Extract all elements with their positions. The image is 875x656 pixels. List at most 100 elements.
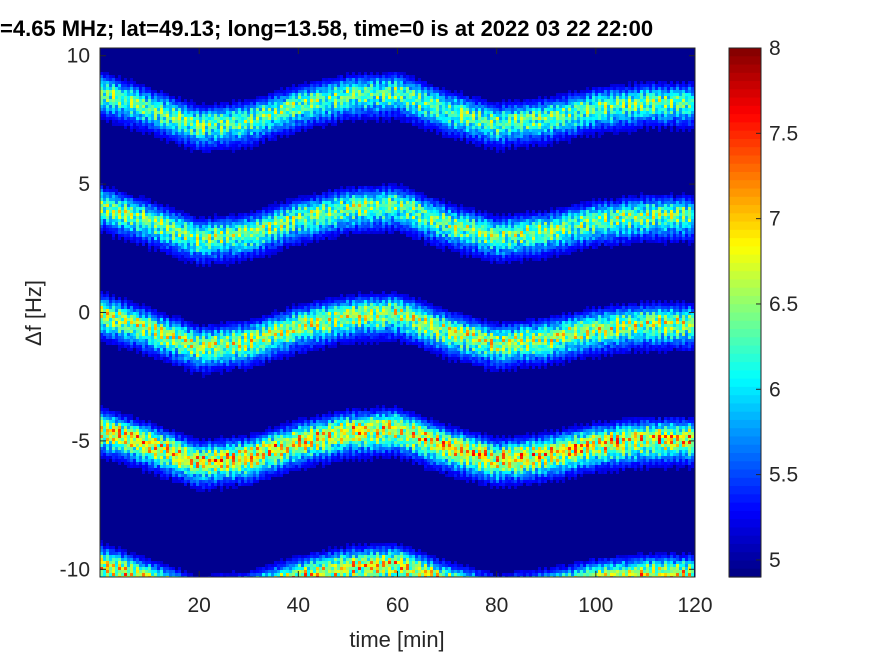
heatmap-cell bbox=[253, 324, 256, 327]
heatmap-cell bbox=[181, 342, 184, 345]
heatmap-cell bbox=[184, 219, 187, 222]
heatmap-cell bbox=[184, 348, 187, 351]
heatmap-cell bbox=[175, 117, 178, 120]
heatmap-cell bbox=[265, 435, 268, 438]
heatmap-cell bbox=[271, 357, 274, 360]
heatmap-cell bbox=[235, 339, 238, 342]
heatmap-cell bbox=[244, 483, 247, 486]
heatmap-cell bbox=[226, 462, 229, 465]
heatmap-cell bbox=[133, 216, 136, 219]
heatmap-cell bbox=[232, 342, 235, 345]
heatmap-cell bbox=[193, 462, 196, 465]
heatmap-cell bbox=[274, 99, 277, 102]
heatmap-cell bbox=[307, 102, 310, 105]
heatmap-cell bbox=[202, 258, 205, 261]
heatmap-cell bbox=[181, 327, 184, 330]
heatmap-cell bbox=[241, 435, 244, 438]
heatmap-cell bbox=[241, 324, 244, 327]
heatmap-cell bbox=[118, 108, 121, 111]
heatmap-cell bbox=[217, 216, 220, 219]
heatmap-cell bbox=[106, 438, 109, 441]
heatmap-cell bbox=[151, 126, 154, 129]
heatmap-cell bbox=[181, 240, 184, 243]
heatmap-cell bbox=[304, 309, 307, 312]
heatmap-cell bbox=[280, 459, 283, 462]
heatmap-cell bbox=[175, 216, 178, 219]
heatmap-cell bbox=[283, 342, 286, 345]
heatmap-cell bbox=[145, 210, 148, 213]
heatmap-cell bbox=[220, 240, 223, 243]
heatmap-cell bbox=[202, 357, 205, 360]
heatmap-cell bbox=[160, 324, 163, 327]
heatmap-cell bbox=[169, 465, 172, 468]
heatmap-cell bbox=[199, 225, 202, 228]
heatmap-cell bbox=[145, 201, 148, 204]
heatmap-cell bbox=[226, 477, 229, 480]
heatmap-cell bbox=[163, 96, 166, 99]
heatmap-cell bbox=[145, 93, 148, 96]
heatmap-cell bbox=[283, 240, 286, 243]
heatmap-cell bbox=[136, 339, 139, 342]
heatmap-cell bbox=[154, 327, 157, 330]
heatmap-cell bbox=[208, 456, 211, 459]
heatmap-cell bbox=[193, 237, 196, 240]
heatmap-cell bbox=[235, 246, 238, 249]
heatmap-cell bbox=[157, 339, 160, 342]
heatmap-cell bbox=[286, 231, 289, 234]
heatmap-cell bbox=[274, 228, 277, 231]
heatmap-cell bbox=[250, 126, 253, 129]
heatmap-cell bbox=[106, 195, 109, 198]
heatmap-cell bbox=[268, 135, 271, 138]
heatmap-cell bbox=[121, 303, 124, 306]
heatmap-cell bbox=[178, 318, 181, 321]
heatmap-cell bbox=[112, 114, 115, 117]
heatmap-cell bbox=[214, 141, 217, 144]
heatmap-cell bbox=[136, 456, 139, 459]
heatmap-cell bbox=[244, 447, 247, 450]
heatmap-cell bbox=[214, 483, 217, 486]
heatmap-cell bbox=[298, 309, 301, 312]
heatmap-cell bbox=[298, 417, 301, 420]
heatmap-cell bbox=[130, 90, 133, 93]
heatmap-cell bbox=[274, 207, 277, 210]
heatmap-cell bbox=[148, 240, 151, 243]
heatmap-cell bbox=[175, 120, 178, 123]
heatmap-cell bbox=[205, 351, 208, 354]
heatmap-cell bbox=[229, 351, 232, 354]
heatmap-cell bbox=[238, 138, 241, 141]
heatmap-cell bbox=[163, 441, 166, 444]
heatmap-cell bbox=[283, 210, 286, 213]
heatmap-cell bbox=[283, 348, 286, 351]
heatmap-cell bbox=[307, 465, 310, 468]
heatmap-cell bbox=[166, 141, 169, 144]
heatmap-cell bbox=[268, 336, 271, 339]
heatmap-cell bbox=[244, 351, 247, 354]
heatmap-cell bbox=[196, 357, 199, 360]
heatmap-cell bbox=[235, 462, 238, 465]
heatmap-cell bbox=[133, 558, 136, 561]
heatmap-cell bbox=[304, 213, 307, 216]
heatmap-cell bbox=[214, 258, 217, 261]
heatmap-cell bbox=[247, 450, 250, 453]
heatmap-cell bbox=[280, 321, 283, 324]
heatmap-cell bbox=[286, 558, 289, 561]
heatmap-cell bbox=[142, 555, 145, 558]
heatmap-cell bbox=[193, 354, 196, 357]
heatmap-cell bbox=[304, 456, 307, 459]
heatmap-cell bbox=[298, 87, 301, 90]
heatmap-cell bbox=[196, 360, 199, 363]
heatmap-cell bbox=[229, 222, 232, 225]
heatmap-cell bbox=[280, 357, 283, 360]
heatmap-cell bbox=[166, 336, 169, 339]
heatmap-cell bbox=[157, 243, 160, 246]
heatmap-cell bbox=[253, 144, 256, 147]
heatmap-cell bbox=[136, 558, 139, 561]
heatmap-cell bbox=[268, 114, 271, 117]
heatmap-cell bbox=[166, 135, 169, 138]
heatmap-cell bbox=[253, 330, 256, 333]
heatmap-cell bbox=[262, 357, 265, 360]
heatmap-cell bbox=[217, 228, 220, 231]
heatmap-cell bbox=[181, 441, 184, 444]
heatmap-cell bbox=[208, 105, 211, 108]
heatmap-cell bbox=[232, 351, 235, 354]
